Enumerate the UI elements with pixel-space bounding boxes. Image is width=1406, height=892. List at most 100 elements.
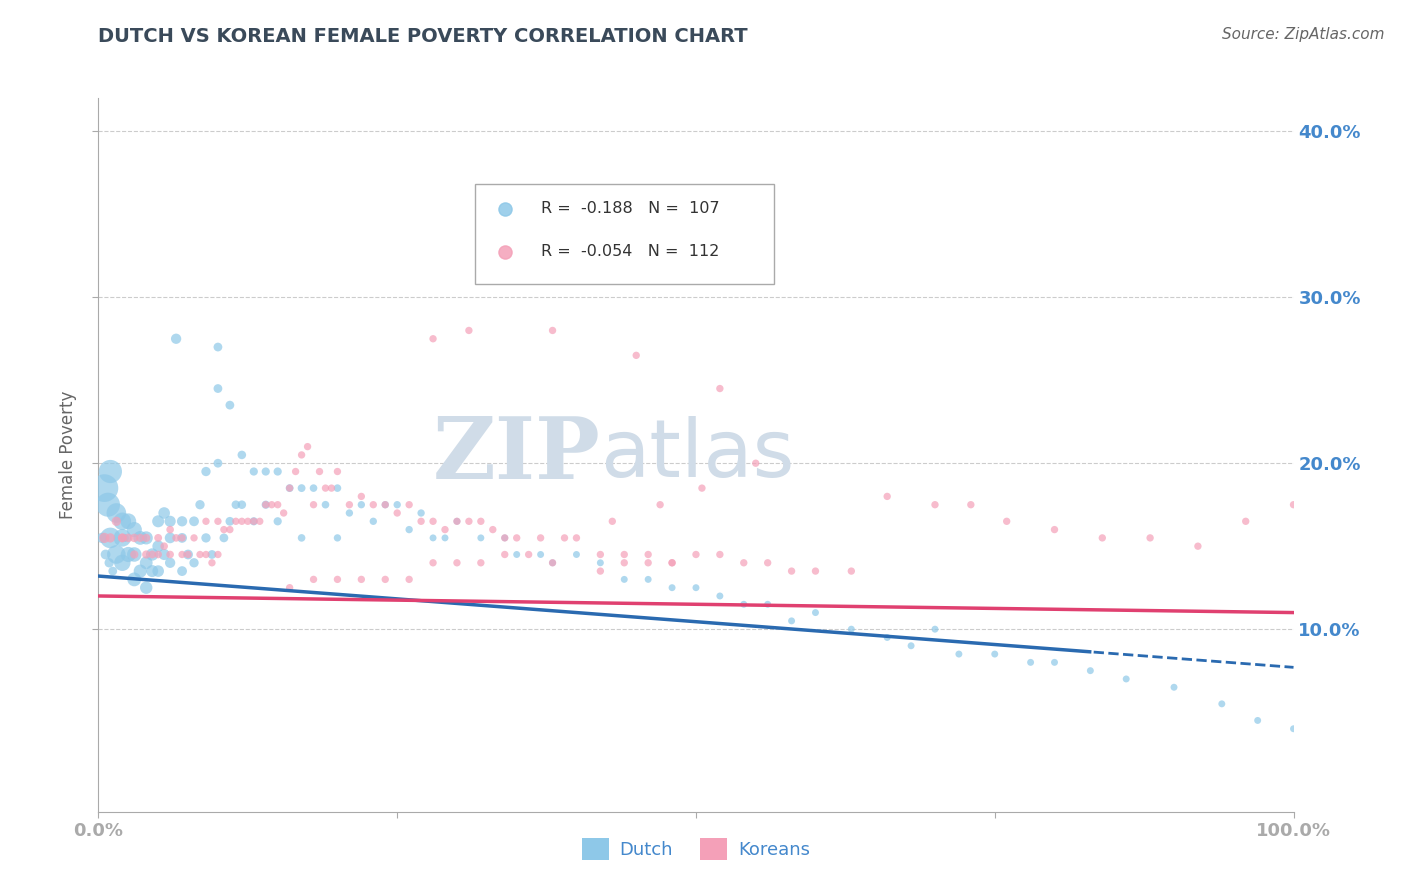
Point xyxy=(541,556,564,570)
Legend: Dutch, Koreans: Dutch, Koreans xyxy=(575,830,817,867)
Point xyxy=(159,523,181,537)
Point xyxy=(506,531,529,545)
Text: R =  -0.188   N =  107: R = -0.188 N = 107 xyxy=(540,202,720,216)
Point xyxy=(302,573,325,587)
Point xyxy=(117,548,139,562)
Point xyxy=(637,573,659,587)
Point xyxy=(626,348,648,362)
Point xyxy=(172,514,194,528)
Point xyxy=(297,440,319,454)
Point xyxy=(141,564,163,578)
Text: atlas: atlas xyxy=(600,416,794,494)
FancyBboxPatch shape xyxy=(475,184,773,284)
Point xyxy=(153,539,176,553)
Point xyxy=(589,564,612,578)
Point xyxy=(506,548,529,562)
Point xyxy=(111,556,134,570)
Point xyxy=(278,581,301,595)
Point xyxy=(709,548,731,562)
Point xyxy=(177,548,200,562)
Point xyxy=(194,531,218,545)
Point xyxy=(529,531,551,545)
Point xyxy=(385,506,409,520)
Point xyxy=(1234,514,1257,528)
Point xyxy=(602,514,624,528)
Point xyxy=(148,564,170,578)
Point xyxy=(350,573,373,587)
Point xyxy=(613,573,636,587)
Point xyxy=(188,548,211,562)
Point xyxy=(124,523,146,537)
Point xyxy=(129,564,152,578)
Point xyxy=(363,498,385,512)
Point xyxy=(177,548,200,562)
Point xyxy=(135,556,157,570)
Point xyxy=(188,498,211,512)
Point xyxy=(924,622,946,636)
Point xyxy=(201,548,224,562)
Point xyxy=(98,556,121,570)
Point xyxy=(541,323,564,337)
Point xyxy=(446,556,468,570)
Point xyxy=(97,498,120,512)
Point xyxy=(984,647,1007,661)
Point xyxy=(422,531,444,545)
Point xyxy=(458,514,481,528)
Point xyxy=(231,448,253,462)
Point xyxy=(690,481,713,495)
Point xyxy=(98,531,122,545)
Point xyxy=(94,548,117,562)
Point xyxy=(129,531,152,545)
Point xyxy=(589,556,612,570)
Point xyxy=(374,573,396,587)
Point xyxy=(124,531,146,545)
Point xyxy=(326,481,349,495)
Point xyxy=(117,514,139,528)
Point xyxy=(243,514,266,528)
Point xyxy=(648,498,672,512)
Point xyxy=(1282,498,1305,512)
Point xyxy=(273,506,295,520)
Point xyxy=(111,531,134,545)
Point xyxy=(249,514,271,528)
Point xyxy=(565,531,588,545)
Point xyxy=(243,514,266,528)
Point xyxy=(995,514,1018,528)
Point xyxy=(900,639,922,653)
Point xyxy=(446,514,468,528)
Point xyxy=(159,514,181,528)
Point xyxy=(254,498,277,512)
Point xyxy=(1139,531,1161,545)
Point xyxy=(135,531,157,545)
Point xyxy=(172,531,194,545)
Point xyxy=(153,548,176,562)
Point xyxy=(841,622,863,636)
Point xyxy=(709,589,731,603)
Point xyxy=(141,548,163,562)
Point xyxy=(111,531,134,545)
Point xyxy=(308,465,330,479)
Point xyxy=(243,465,266,479)
Point xyxy=(207,382,229,396)
Point xyxy=(685,581,707,595)
Point xyxy=(494,531,516,545)
Point xyxy=(315,481,337,495)
Point xyxy=(105,548,128,562)
Point xyxy=(613,548,636,562)
Point xyxy=(326,531,349,545)
Point xyxy=(433,523,456,537)
Point xyxy=(661,556,683,570)
Point xyxy=(148,548,170,562)
Point xyxy=(236,514,259,528)
Point xyxy=(93,481,115,495)
Point xyxy=(135,531,157,545)
Point xyxy=(291,481,314,495)
Point xyxy=(1080,664,1102,678)
Point xyxy=(124,548,146,562)
Point xyxy=(117,531,139,545)
Point xyxy=(212,523,235,537)
Point xyxy=(481,523,505,537)
Point xyxy=(959,498,981,512)
Point xyxy=(745,456,768,470)
Point xyxy=(267,465,290,479)
